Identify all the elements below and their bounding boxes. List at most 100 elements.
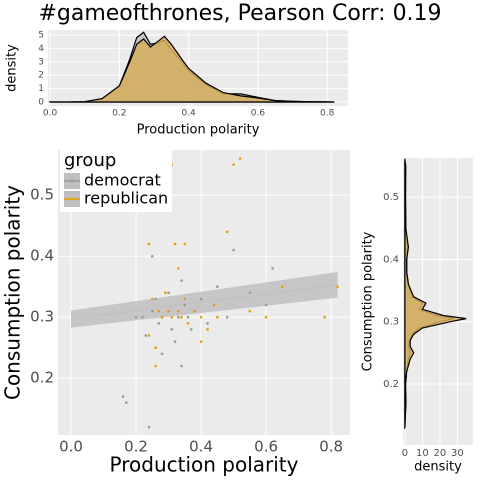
point [264, 315, 268, 319]
point [232, 248, 235, 252]
point [167, 291, 170, 295]
x-axis-title: Production polarity [137, 123, 260, 138]
y-axis-title: Consumption polarity [361, 231, 376, 371]
x-tick-label: 10 [416, 448, 429, 459]
y-tick-label: 0.3 [30, 308, 54, 326]
point [186, 315, 190, 319]
point [336, 285, 339, 289]
legend-key-point [70, 197, 74, 201]
x-tick-label: 0.4 [189, 438, 213, 456]
point [271, 267, 274, 270]
point [154, 346, 157, 350]
x-tick-label: 0.4 [181, 109, 196, 119]
y-tick-label: 0.2 [30, 369, 54, 387]
point [183, 303, 187, 307]
point [180, 315, 183, 319]
point [238, 157, 242, 160]
y-tick-label: 0.2 [383, 379, 399, 390]
point [281, 285, 284, 289]
y-tick-label: 0.5 [383, 192, 399, 203]
legend-key-point [70, 179, 74, 183]
y-tick-label: 0.4 [383, 254, 399, 265]
point [147, 425, 151, 429]
point [144, 334, 148, 337]
y-tick-label: 0 [38, 97, 44, 107]
point [160, 352, 164, 356]
point [206, 322, 209, 325]
x-tick-label: 0.0 [43, 109, 58, 119]
y-tick-label: 2 [38, 71, 44, 81]
point [173, 242, 177, 246]
point [206, 328, 209, 331]
x-tick-label: 0.0 [59, 438, 83, 456]
point [186, 322, 190, 325]
x-axis-title: Production polarity [110, 453, 299, 477]
point [248, 309, 252, 313]
x-tick-label: 0.2 [112, 109, 126, 119]
point [147, 242, 151, 246]
y-axis-title: Consumption polarity [1, 185, 25, 400]
x-tick-label: 0.6 [254, 438, 278, 456]
point [180, 364, 183, 368]
y-tick-label: 3 [38, 57, 44, 67]
point [154, 364, 157, 368]
point [141, 315, 144, 319]
y-tick-label: 5 [38, 30, 44, 40]
x-tick-label: 0.6 [251, 109, 266, 119]
y-tick-label: 1 [38, 84, 44, 94]
point [121, 395, 125, 398]
point [183, 242, 187, 246]
point [212, 303, 216, 307]
x-tick-label: 30 [451, 448, 464, 459]
x-tick-label: 0.8 [319, 438, 343, 456]
point [160, 315, 164, 319]
point [216, 285, 219, 289]
point [134, 315, 138, 319]
point [150, 309, 154, 313]
point [170, 328, 174, 331]
x-tick-label: 0 [402, 448, 408, 459]
point [199, 297, 203, 301]
point [150, 297, 154, 301]
x-tick-label: 20 [434, 448, 447, 459]
x-tick-label: 0.2 [124, 438, 148, 456]
point [157, 309, 161, 313]
point [150, 254, 154, 258]
legend-label: republican [84, 189, 168, 208]
x-tick-label: 0.8 [320, 109, 335, 119]
point [232, 163, 235, 166]
legend-label: democrat [84, 171, 161, 190]
point [154, 297, 157, 301]
point [183, 297, 187, 301]
point [177, 309, 180, 313]
legend-title: group [64, 150, 116, 171]
point [248, 291, 252, 295]
point [264, 303, 268, 307]
point [170, 315, 174, 319]
y-tick-label: 0.5 [30, 186, 54, 204]
point [147, 334, 151, 337]
point [180, 279, 183, 282]
point [225, 315, 229, 319]
point [164, 291, 167, 295]
y-tick-label: 0.3 [383, 317, 399, 328]
point [177, 315, 180, 319]
density-area [404, 158, 467, 430]
point [199, 315, 203, 319]
y-tick-label: 4 [38, 44, 44, 54]
confidence-band [71, 272, 338, 328]
point [177, 267, 180, 270]
trend-line [70, 284, 338, 320]
point [190, 328, 193, 331]
x-axis-title: density [414, 460, 462, 475]
y-axis-title: density [5, 44, 20, 92]
point [323, 315, 326, 319]
chart-title: #gameofthrones, Pearson Corr: 0.19 [38, 1, 441, 26]
point [157, 322, 161, 325]
point [173, 340, 177, 343]
point [167, 309, 170, 313]
y-tick-label: 0.4 [30, 247, 54, 265]
point [199, 340, 203, 343]
density-area [48, 35, 335, 103]
